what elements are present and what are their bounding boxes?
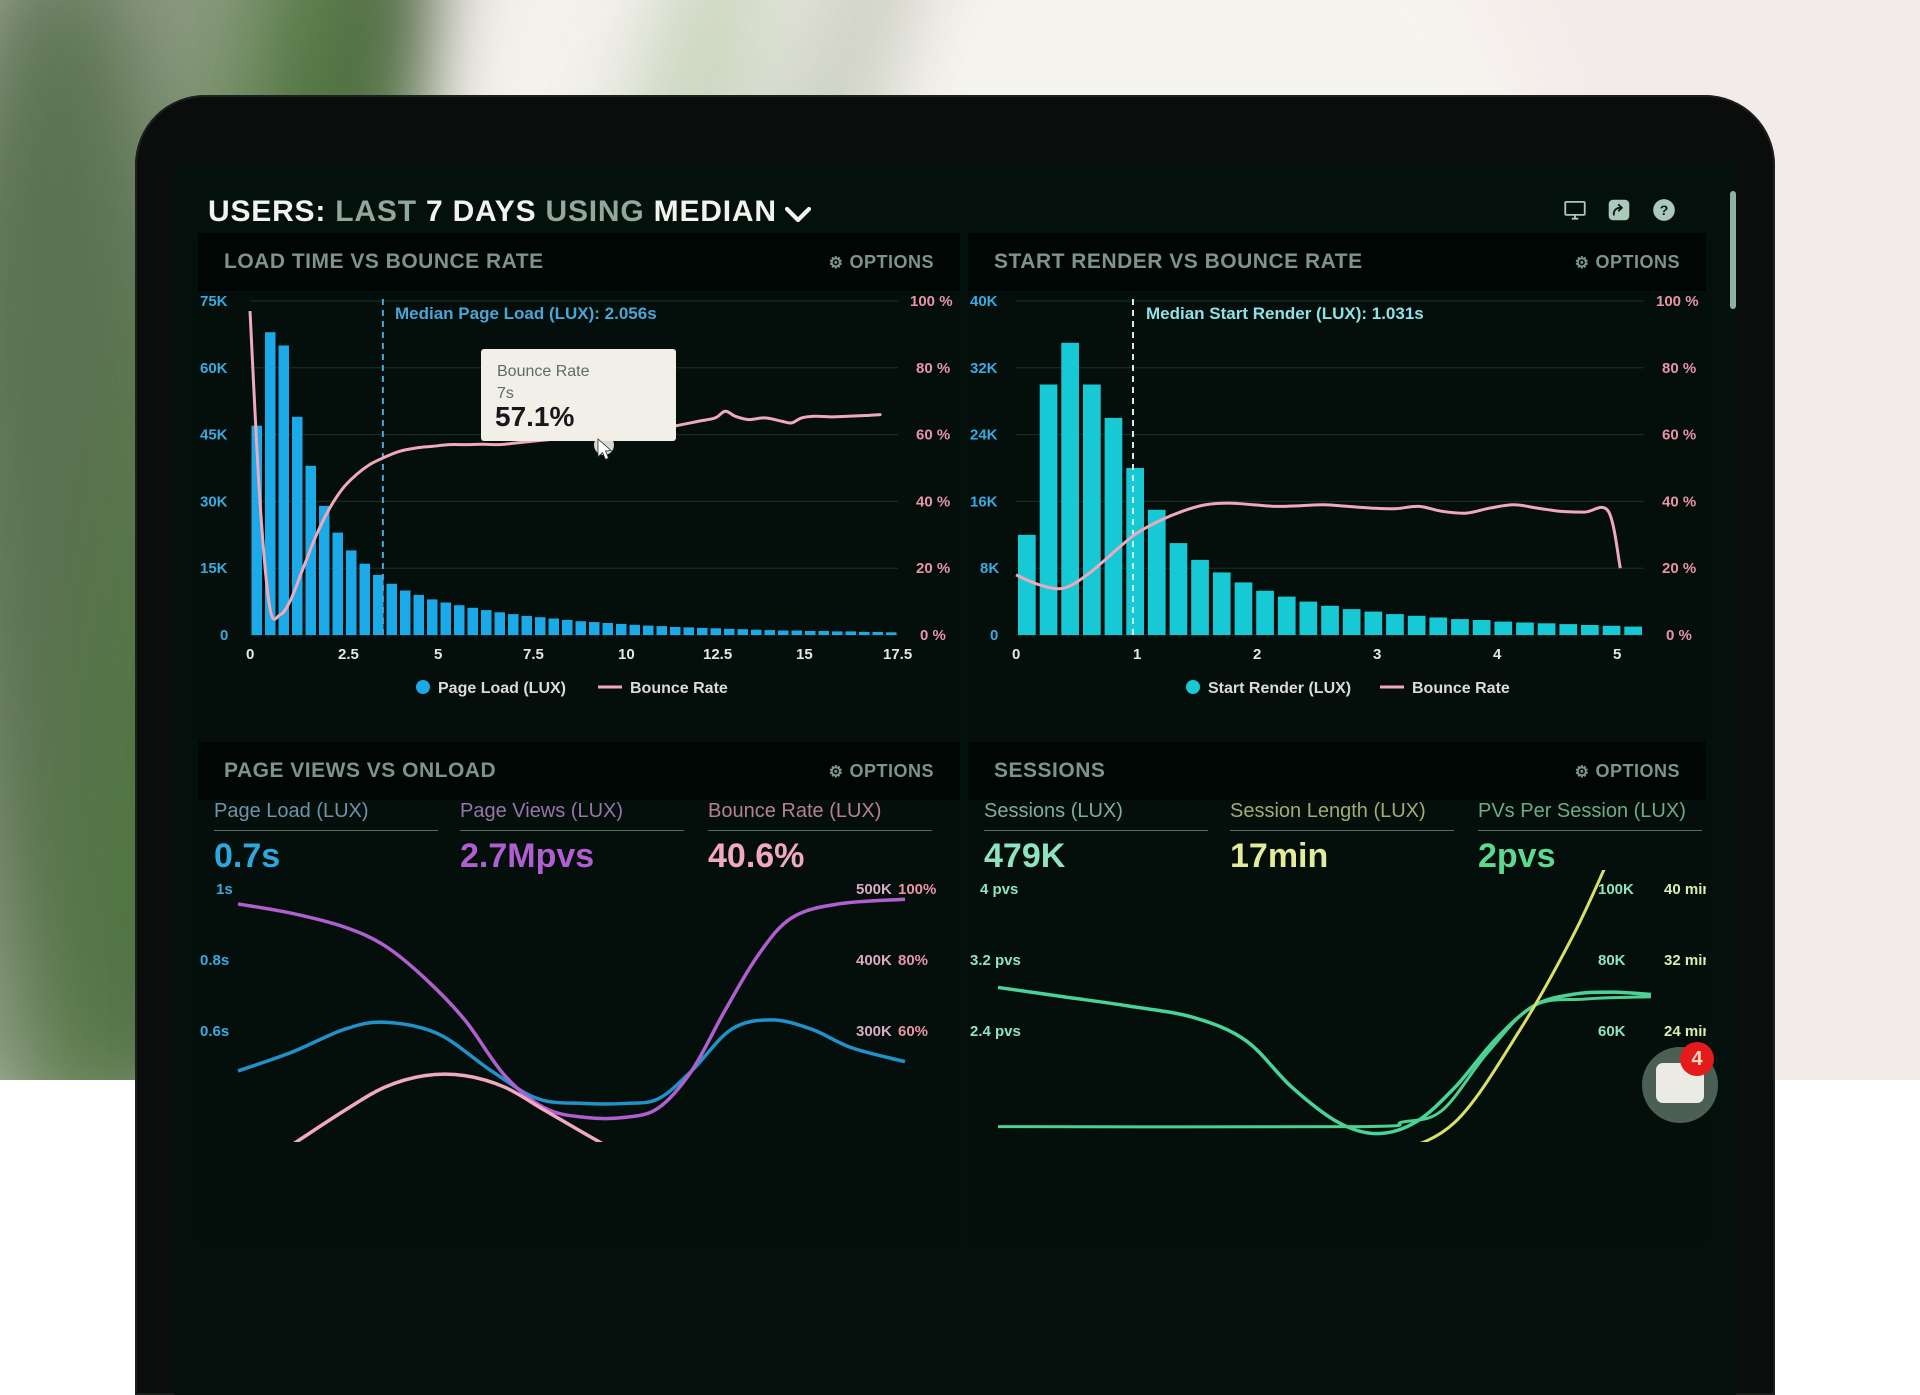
svg-text:0: 0 bbox=[1012, 646, 1020, 663]
svg-text:7s: 7s bbox=[497, 385, 514, 402]
svg-text:1: 1 bbox=[1133, 646, 1141, 663]
svg-text:4 pvs: 4 pvs bbox=[980, 881, 1018, 898]
svg-text:80%: 80% bbox=[898, 952, 928, 969]
svg-text:100 %: 100 % bbox=[910, 293, 953, 310]
svg-text:500K: 500K bbox=[856, 881, 892, 898]
svg-text:0.6s: 0.6s bbox=[200, 1023, 229, 1040]
svg-text:2: 2 bbox=[1253, 646, 1261, 663]
svg-text:60 %: 60 % bbox=[916, 427, 950, 444]
svg-text:Bounce Rate: Bounce Rate bbox=[630, 680, 728, 697]
svg-text:40 %: 40 % bbox=[1662, 493, 1696, 510]
svg-text:12.5: 12.5 bbox=[703, 646, 732, 663]
svg-text:80K: 80K bbox=[1598, 952, 1626, 969]
svg-text:20 %: 20 % bbox=[1662, 560, 1696, 577]
svg-text:60 %: 60 % bbox=[1662, 427, 1696, 444]
svg-text:32 min: 32 min bbox=[1664, 952, 1706, 969]
svg-text:60K: 60K bbox=[200, 360, 228, 377]
svg-text:100K: 100K bbox=[1598, 881, 1634, 898]
svg-text:5: 5 bbox=[434, 646, 442, 663]
svg-text:0.8s: 0.8s bbox=[200, 952, 229, 969]
svg-text:7.5: 7.5 bbox=[523, 646, 544, 663]
svg-text:100%: 100% bbox=[898, 881, 936, 898]
svg-text:3.2 pvs: 3.2 pvs bbox=[970, 952, 1021, 969]
svg-text:8K: 8K bbox=[980, 560, 999, 577]
svg-text:400K: 400K bbox=[856, 952, 892, 969]
svg-text:Page Load (LUX): Page Load (LUX) bbox=[438, 680, 566, 697]
svg-text:30K: 30K bbox=[200, 493, 228, 510]
svg-text:Start Render (LUX): Start Render (LUX) bbox=[1208, 680, 1351, 697]
svg-text:0 %: 0 % bbox=[1666, 627, 1692, 644]
svg-text:80 %: 80 % bbox=[916, 360, 950, 377]
svg-text:?: ? bbox=[1660, 202, 1669, 218]
svg-text:60K: 60K bbox=[1598, 1023, 1626, 1040]
svg-text:40 %: 40 % bbox=[916, 493, 950, 510]
svg-text:45K: 45K bbox=[200, 427, 228, 444]
svg-text:57.1%: 57.1% bbox=[495, 401, 574, 432]
svg-text:300K: 300K bbox=[856, 1023, 892, 1040]
svg-text:75K: 75K bbox=[200, 293, 228, 310]
svg-text:0: 0 bbox=[990, 627, 998, 644]
svg-text:15K: 15K bbox=[200, 560, 228, 577]
svg-text:60%: 60% bbox=[898, 1023, 928, 1040]
svg-text:2.5: 2.5 bbox=[338, 646, 359, 663]
svg-text:24K: 24K bbox=[970, 427, 998, 444]
svg-text:1s: 1s bbox=[216, 881, 233, 898]
svg-text:Median Start Render (LUX): 1.0: Median Start Render (LUX): 1.031s bbox=[1146, 304, 1424, 323]
svg-text:17.5: 17.5 bbox=[883, 646, 912, 663]
svg-text:20 %: 20 % bbox=[916, 560, 950, 577]
svg-text:Bounce Rate: Bounce Rate bbox=[1412, 680, 1510, 697]
svg-text:5: 5 bbox=[1613, 646, 1621, 663]
svg-text:0: 0 bbox=[220, 627, 228, 644]
svg-text:Bounce Rate: Bounce Rate bbox=[497, 363, 590, 380]
svg-text:Median Page Load (LUX): 2.056s: Median Page Load (LUX): 2.056s bbox=[395, 304, 657, 323]
svg-text:2.4 pvs: 2.4 pvs bbox=[970, 1023, 1021, 1040]
svg-text:40 min: 40 min bbox=[1664, 881, 1706, 898]
svg-text:4: 4 bbox=[1493, 646, 1502, 663]
svg-text:3: 3 bbox=[1373, 646, 1381, 663]
svg-text:32K: 32K bbox=[970, 360, 998, 377]
svg-text:40K: 40K bbox=[970, 293, 998, 310]
svg-text:24 min: 24 min bbox=[1664, 1023, 1706, 1040]
svg-text:0: 0 bbox=[246, 646, 254, 663]
svg-text:16K: 16K bbox=[970, 493, 998, 510]
svg-text:10: 10 bbox=[618, 646, 635, 663]
svg-text:100 %: 100 % bbox=[1656, 293, 1699, 310]
svg-text:15: 15 bbox=[796, 646, 813, 663]
svg-text:80 %: 80 % bbox=[1662, 360, 1696, 377]
svg-text:0 %: 0 % bbox=[920, 627, 946, 644]
